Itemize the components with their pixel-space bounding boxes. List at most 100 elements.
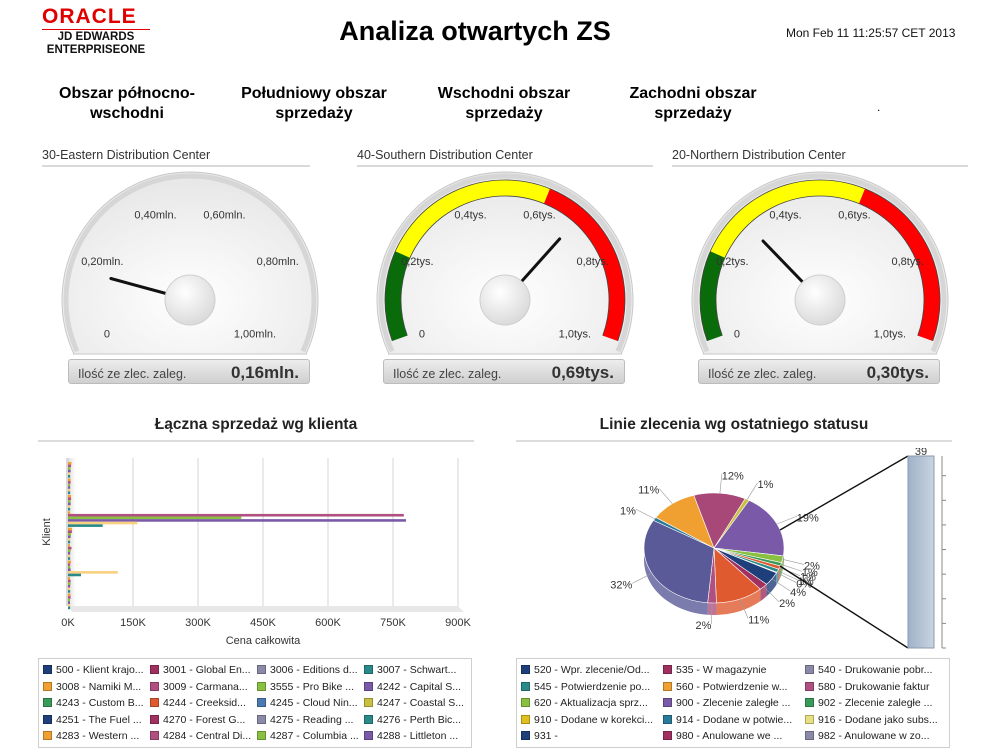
legend-item[interactable]: 3555 - Pro Bike ... bbox=[257, 680, 360, 694]
gauge-band bbox=[385, 251, 411, 342]
bar bbox=[68, 596, 71, 599]
legend-item[interactable]: 520 - Wpr. zlecenie/Od... bbox=[521, 663, 659, 677]
bar bbox=[68, 540, 71, 544]
legend-swatch bbox=[364, 665, 373, 674]
pie-slice-label: 11% bbox=[638, 485, 659, 497]
legend-item[interactable]: 916 - Dodane jako subs... bbox=[805, 713, 943, 727]
legend-item[interactable]: 4284 - Central Di... bbox=[150, 729, 253, 743]
legend-label: 535 - W magazynie bbox=[676, 664, 767, 676]
bar bbox=[68, 582, 71, 585]
bar bbox=[68, 573, 81, 577]
legend-label: 4270 - Forest G... bbox=[163, 713, 246, 726]
bar bbox=[68, 519, 406, 522]
gauge-tick-label: 0,2tys. bbox=[401, 256, 433, 268]
gauge-band-edge bbox=[400, 195, 610, 336]
legend-item[interactable]: 3001 - Global En... bbox=[150, 663, 253, 677]
bar bbox=[68, 505, 71, 508]
legend-item[interactable]: 980 - Anulowane we ... bbox=[663, 729, 801, 743]
legend-item[interactable]: 4247 - Coastal S... bbox=[364, 696, 467, 710]
legend-item[interactable]: 4275 - Reading ... bbox=[257, 713, 360, 727]
legend-label: 4245 - Cloud Nin... bbox=[270, 697, 358, 709]
region-tab-line1: Obszar północno- bbox=[59, 85, 195, 102]
region-tab-east[interactable]: Wschodni obszar sprzedaży bbox=[419, 84, 589, 124]
bar bbox=[68, 532, 72, 536]
pie-leader-line bbox=[776, 516, 797, 525]
region-tab-line2: sprzedaży bbox=[654, 105, 732, 122]
region-tab-south[interactable]: Południowy obszar sprzedaży bbox=[229, 84, 399, 124]
x-tick-label: 150K bbox=[120, 617, 146, 629]
legend-item[interactable]: 4283 - Western ... bbox=[43, 729, 146, 743]
bar bbox=[68, 565, 71, 569]
legend-item[interactable]: 3009 - Carmana... bbox=[150, 680, 253, 694]
legend-label: 900 - Zlecenie zaległe ... bbox=[676, 697, 791, 709]
legend-item[interactable]: 4242 - Capital S... bbox=[364, 680, 467, 694]
legend-item[interactable]: 3008 - Namiki M... bbox=[43, 680, 146, 694]
timestamp: Mon Feb 11 11:25:57 CET 2013 bbox=[786, 26, 956, 40]
legend-label: 902 - Zlecenie zaległe ... bbox=[818, 697, 933, 709]
region-tab-northeast[interactable]: Obszar północno- wschodni bbox=[42, 84, 212, 124]
bar bbox=[68, 483, 71, 487]
pie-slice-label: 2% bbox=[696, 620, 712, 632]
x-tick-label: 900K bbox=[445, 617, 471, 629]
legend-swatch bbox=[805, 714, 814, 724]
legend-item[interactable]: 620 - Aktualizacja sprz... bbox=[521, 696, 659, 710]
gauge-tick-label: 1,0tys. bbox=[874, 329, 906, 341]
pie-slice-label: 32% bbox=[610, 579, 632, 591]
legend-item[interactable]: 3007 - Schwart... bbox=[364, 663, 467, 677]
pie-slice-side bbox=[644, 520, 708, 615]
legend-item[interactable]: 4244 - Creeksid... bbox=[150, 696, 253, 710]
legend-item[interactable]: 4245 - Cloud Nin... bbox=[257, 696, 360, 710]
x-tick-label: 750K bbox=[380, 617, 406, 629]
legend-item[interactable]: 535 - W magazynie bbox=[663, 663, 801, 677]
legend-item[interactable]: 4276 - Perth Bic... bbox=[364, 713, 467, 727]
legend-swatch bbox=[150, 665, 159, 674]
legend-item[interactable]: 4288 - Littleton ... bbox=[364, 729, 467, 743]
legend-item[interactable]: 500 - Klient krajo... bbox=[43, 663, 146, 677]
pie-leader-line bbox=[782, 559, 805, 565]
legend-item[interactable]: 545 - Potwierdzenie po... bbox=[521, 680, 659, 694]
gauge-band-edge bbox=[384, 179, 626, 342]
pie-leader-line bbox=[763, 586, 780, 603]
gauge-title-eastern: 30-Eastern Distribution Center bbox=[42, 148, 310, 167]
gauge-hub bbox=[164, 274, 216, 326]
legend-swatch bbox=[364, 698, 373, 707]
legend-swatch bbox=[805, 665, 814, 674]
bar bbox=[68, 481, 71, 484]
bar bbox=[68, 475, 71, 478]
legend-item[interactable]: 900 - Zlecenie zaległe ... bbox=[663, 696, 801, 710]
bar-legend: 500 - Klient krajo... 3001 - Global En...… bbox=[38, 658, 472, 748]
region-tab-west[interactable]: Zachodni obszar sprzedaży bbox=[608, 84, 778, 124]
legend-item[interactable]: 4287 - Columbia ... bbox=[257, 729, 360, 743]
legend-item[interactable]: 580 - Drukowanie faktur bbox=[805, 680, 943, 694]
pie-leader-line bbox=[632, 572, 652, 584]
gauge-tick-label: 0,2tys. bbox=[716, 256, 748, 268]
gauge-band bbox=[543, 188, 625, 342]
legend-item[interactable]: 910 - Dodane w korekci... bbox=[521, 713, 659, 727]
gauge-band-edge bbox=[715, 195, 925, 336]
legend-item[interactable]: 4251 - The Fuel ... bbox=[43, 713, 146, 727]
gauge-tick-label: 0,4tys. bbox=[769, 210, 801, 222]
legend-label: 4243 - Custom B... bbox=[56, 697, 144, 709]
legend-item[interactable]: 4270 - Forest G... bbox=[150, 713, 253, 727]
bar bbox=[68, 478, 71, 482]
gauge-tick-label: 0 bbox=[104, 329, 110, 341]
trailing-dot: . bbox=[877, 100, 881, 114]
legend-item[interactable]: 560 - Potwierdzenie w... bbox=[663, 680, 801, 694]
legend-label: 4247 - Coastal S... bbox=[377, 697, 464, 709]
legend-item[interactable]: 4243 - Custom B... bbox=[43, 696, 146, 710]
legend-swatch bbox=[364, 681, 373, 691]
legend-item[interactable]: 3006 - Editions d... bbox=[257, 663, 360, 677]
gauge-footer-value: 0,30tys. bbox=[866, 363, 929, 382]
pie-slice-label: 2% bbox=[779, 598, 795, 610]
gauge-title-southern: 40-Southern Distribution Center bbox=[357, 148, 653, 167]
pie-slice-side bbox=[778, 565, 781, 582]
bar bbox=[68, 511, 71, 514]
legend-item[interactable]: 902 - Zlecenie zaległe ... bbox=[805, 696, 943, 710]
region-tab-line2: wschodni bbox=[90, 105, 164, 122]
legend-item[interactable]: 914 - Dodane w potwie... bbox=[663, 713, 801, 727]
legend-item[interactable]: 982 - Anulowane w zo... bbox=[805, 729, 943, 743]
legend-item[interactable]: 540 - Drukowanie pobr... bbox=[805, 663, 943, 677]
legend-swatch bbox=[805, 698, 814, 707]
gauge-tick-label: 0,6tys. bbox=[838, 210, 870, 222]
legend-item[interactable]: 931 - bbox=[521, 729, 659, 743]
